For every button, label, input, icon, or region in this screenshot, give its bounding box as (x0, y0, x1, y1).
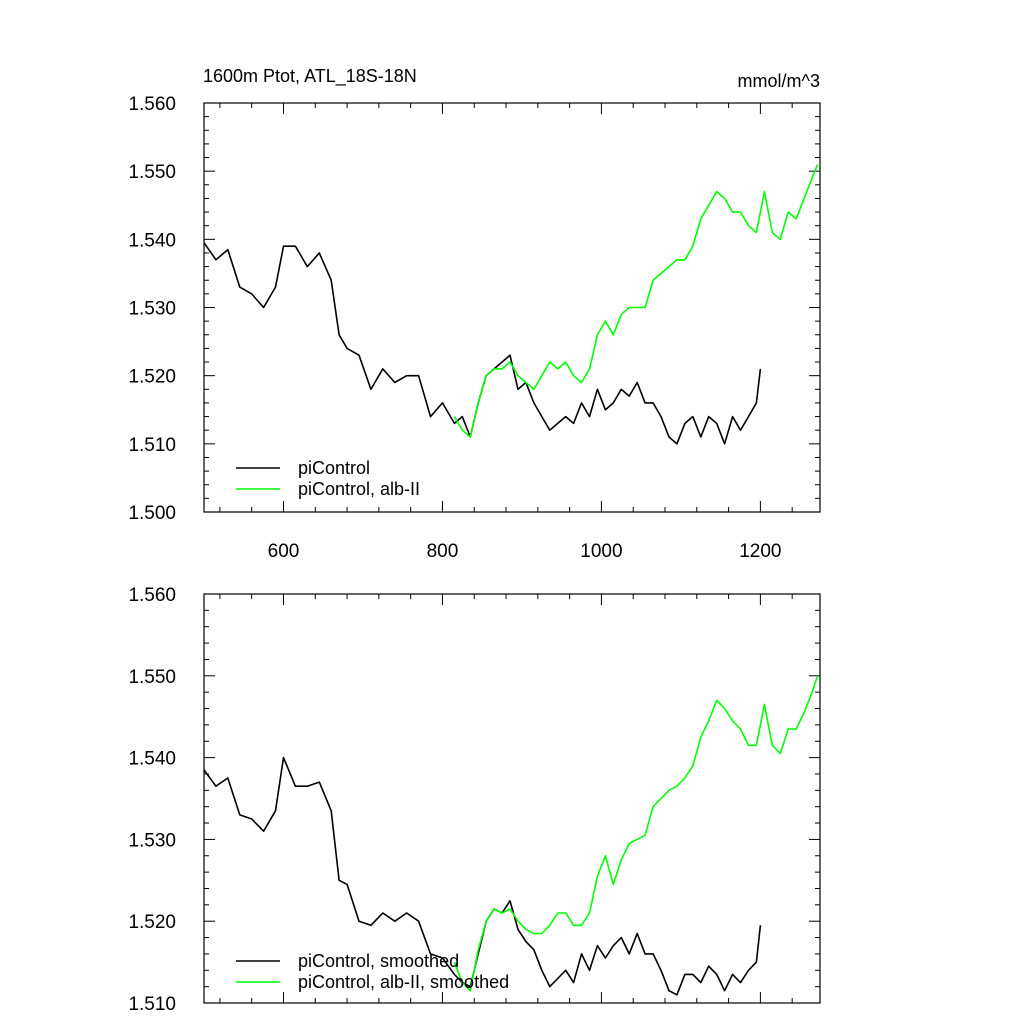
chart-panel-bottom: 1.510 1.520 1.530 1.540 1.550 1.560 piControl,… (128, 585, 821, 1015)
legend-label: piControl, alb-II (298, 479, 420, 499)
y-tick-label: 1.560 (128, 94, 176, 115)
y-tick-label: 1.540 (128, 749, 176, 770)
y-tick-label: 1.550 (128, 667, 176, 688)
legend-label: piControl (298, 458, 370, 478)
x-tick-label: 1200 (739, 541, 781, 562)
y-tick-label: 1.500 (128, 503, 176, 524)
y-tick-label: 1.530 (128, 299, 176, 320)
y-tick-label: 1.550 (128, 162, 176, 183)
y-tick-label: 1.520 (128, 912, 176, 933)
y-tick-label: 1.530 (128, 830, 176, 851)
x-tick-label: 800 (427, 541, 459, 562)
series-line-alb-ii (453, 164, 819, 438)
y-tick-label: 1.560 (128, 585, 176, 606)
legend-label: piControl, alb-II, smoothed (298, 972, 509, 992)
series-line-picontrol (203, 242, 762, 445)
plot-frame (203, 593, 821, 1004)
chart-title: 1600m Ptot, ATL_18S-18N (203, 66, 417, 87)
plot-frame (203, 102, 821, 513)
x-tick-label: 600 (268, 541, 300, 562)
chart-panel-top: 1600m Ptot, ATL_18S-18N mmol/m^3 1.500 1.… (128, 66, 821, 562)
units-label: mmol/m^3 (738, 71, 820, 91)
y-tick-label: 1.540 (128, 230, 176, 251)
series-line-picontrol (203, 756, 762, 996)
series-line-alb-ii (453, 675, 819, 992)
legend-label: piControl, smoothed (298, 951, 459, 971)
x-tick-label: 1000 (580, 541, 622, 562)
y-tick-label: 1.510 (128, 994, 176, 1015)
y-tick-label: 1.510 (128, 435, 176, 456)
y-tick-label: 1.520 (128, 367, 176, 388)
